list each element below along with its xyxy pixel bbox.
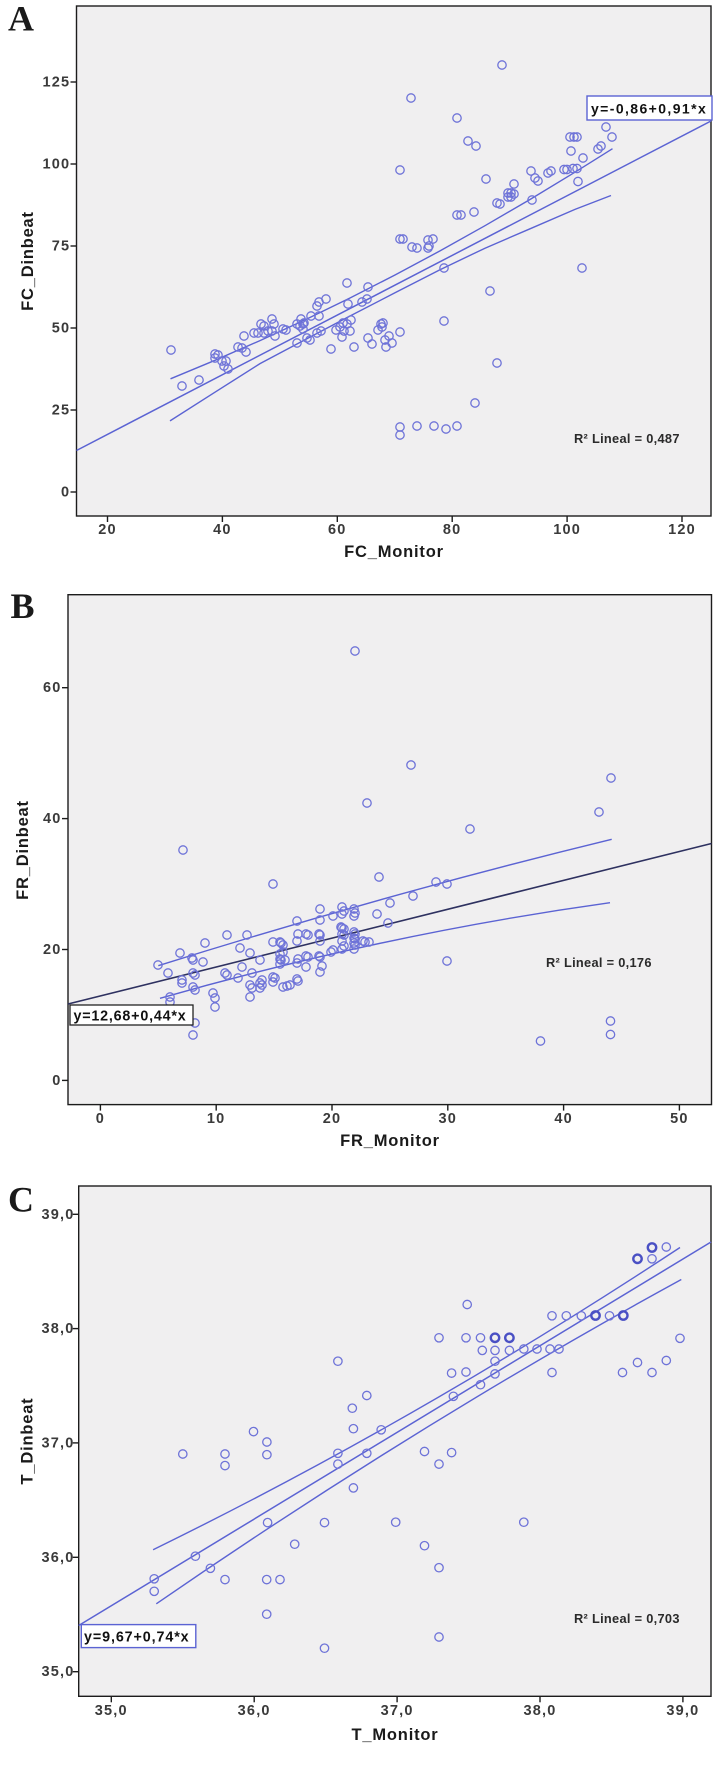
svg-text:40: 40 (554, 1111, 573, 1127)
svg-text:125: 125 (43, 75, 71, 91)
svg-text:50: 50 (52, 321, 71, 337)
svg-text:FC_Dinbeat: FC_Dinbeat (19, 211, 37, 311)
svg-text:37,0: 37,0 (41, 1435, 74, 1451)
svg-text:40: 40 (43, 811, 62, 827)
svg-text:FR_Dinbeat: FR_Dinbeat (14, 800, 32, 900)
svg-text:0: 0 (61, 485, 70, 501)
svg-text:A: A (8, 0, 34, 39)
svg-text:60: 60 (328, 522, 347, 538)
svg-text:T_Monitor: T_Monitor (352, 1726, 439, 1744)
svg-text:R² Lineal = 0,487: R² Lineal = 0,487 (574, 431, 680, 446)
svg-text:80: 80 (443, 522, 462, 538)
svg-text:100: 100 (43, 157, 71, 173)
svg-text:30: 30 (439, 1111, 458, 1127)
svg-text:120: 120 (668, 522, 696, 538)
svg-text:R² Lineal = 0,703: R² Lineal = 0,703 (574, 1611, 680, 1626)
svg-text:C: C (8, 1180, 34, 1220)
svg-text:B: B (11, 586, 35, 626)
svg-text:100: 100 (553, 522, 581, 538)
svg-text:y=9,67+0,74*x: y=9,67+0,74*x (84, 1630, 190, 1646)
svg-text:10: 10 (207, 1111, 226, 1127)
svg-text:y=12,68+0,44*x: y=12,68+0,44*x (74, 1009, 187, 1025)
svg-text:39,0: 39,0 (666, 1703, 699, 1719)
svg-text:35,0: 35,0 (41, 1664, 74, 1680)
svg-text:T_Dinbeat: T_Dinbeat (19, 1398, 37, 1485)
svg-text:37,0: 37,0 (381, 1703, 414, 1719)
svg-text:20: 20 (43, 942, 62, 958)
svg-text:36,0: 36,0 (41, 1550, 74, 1566)
svg-text:36,0: 36,0 (238, 1703, 271, 1719)
svg-text:FR_Monitor: FR_Monitor (340, 1132, 440, 1150)
svg-text:FC_Monitor: FC_Monitor (344, 543, 444, 561)
svg-text:50: 50 (670, 1111, 689, 1127)
svg-text:20: 20 (323, 1111, 342, 1127)
svg-text:40: 40 (213, 522, 232, 538)
svg-text:75: 75 (52, 239, 71, 255)
svg-text:y=-0,86+0,91*x: y=-0,86+0,91*x (591, 101, 707, 117)
svg-text:39,0: 39,0 (41, 1207, 74, 1223)
svg-text:20: 20 (98, 522, 117, 538)
svg-text:R² Lineal = 0,176: R² Lineal = 0,176 (546, 955, 652, 970)
svg-text:0: 0 (52, 1073, 61, 1089)
svg-text:35,0: 35,0 (95, 1703, 128, 1719)
svg-text:0: 0 (96, 1111, 105, 1127)
svg-text:38,0: 38,0 (41, 1321, 74, 1337)
svg-text:38,0: 38,0 (523, 1703, 556, 1719)
svg-text:60: 60 (43, 680, 62, 696)
svg-text:25: 25 (52, 403, 71, 419)
